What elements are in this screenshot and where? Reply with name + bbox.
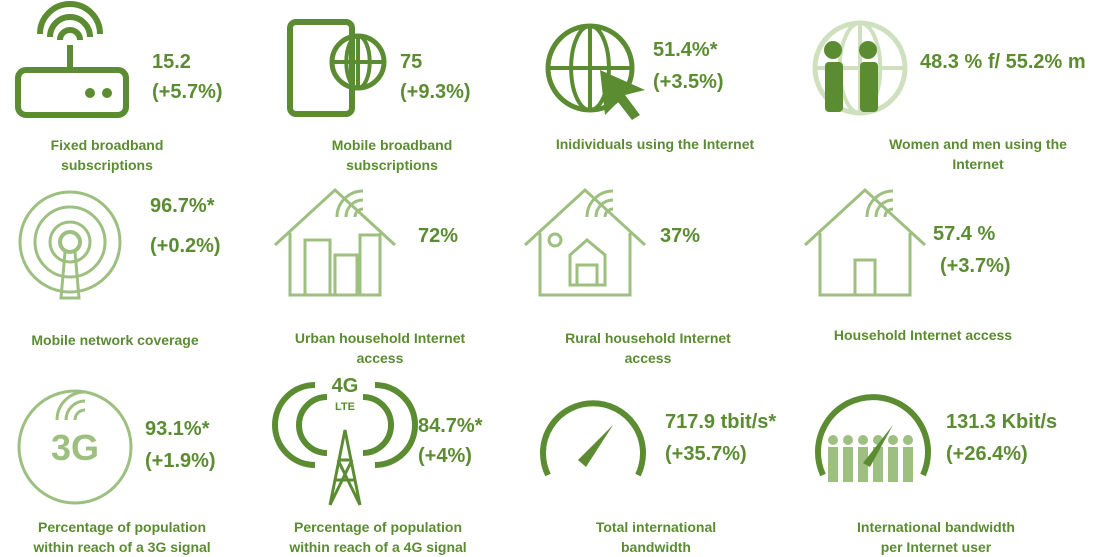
icon [805,190,925,295]
crowd-head [858,435,868,445]
value: 131.3 Kbit/s [946,411,1057,433]
change: (+3.5%) [653,71,724,93]
crowd-head [903,435,913,445]
label: within reach of a 4G signal [288,539,466,555]
person-body [860,62,878,112]
icon: 3G [19,391,131,503]
icon [18,4,126,115]
crowd-head [828,435,838,445]
icon [290,22,384,114]
wave [375,385,415,465]
label: Inidividuals using the Internet [556,136,755,152]
label: bandwidth [621,539,691,555]
change: (+26.4%) [946,443,1028,465]
label: access [625,350,672,366]
value: 72% [418,225,458,247]
change: (+35.7%) [665,443,747,465]
barn [570,240,605,285]
person-head [859,41,877,59]
change: (+3.7%) [940,255,1011,277]
wave [299,397,327,453]
label: International bandwidth [857,519,1015,535]
icon [525,190,645,295]
value: 51.4%* [653,39,718,61]
label: Total international [596,519,716,535]
crowd-body [843,447,853,482]
label: Internet [952,156,1004,172]
crowd-body [903,447,913,482]
crowd-head [843,435,853,445]
wifi [60,30,80,40]
value: 717.9 tbit/s* [665,411,776,433]
person-body [825,62,843,112]
value: 93.1%* [145,418,210,440]
cursor [600,70,645,120]
ring [35,207,105,277]
crowd-body [828,447,838,482]
crowd-head [888,435,898,445]
label: Rural household Internet [565,330,731,346]
wave [275,385,315,465]
label: per Internet user [881,539,992,555]
icon [275,190,395,295]
icon [815,23,905,113]
crowd-body [888,447,898,482]
sun [549,234,561,246]
icon [20,192,120,298]
bldg [335,255,357,295]
icon-text: 4G [332,375,359,397]
mast-top [60,232,80,252]
value: 75 [400,51,422,73]
value: 84.7%* [418,415,483,437]
led [85,88,95,98]
label: Mobile network coverage [31,332,198,348]
infographic: 15.2 (+5.7%) Fixed broadband subscriptions 7… [0,0,1113,557]
bldg [305,240,330,295]
icon [543,403,643,475]
value: 48.3 % f/ 55.2% m [920,51,1086,73]
label: access [357,350,404,366]
wave [363,397,391,453]
value: 15.2 [152,51,191,73]
icon-text: 3G [51,427,99,468]
tower [330,430,360,505]
change: (+9.3%) [400,81,471,103]
change: (+1.9%) [145,450,216,472]
icon [818,397,928,482]
change: (+4%) [418,445,472,467]
door [855,260,875,295]
label: Percentage of population [38,519,206,535]
change: (+5.7%) [152,81,223,103]
value: 96.7%* [150,195,215,217]
label: within reach of a 3G signal [32,539,210,555]
label: Mobile broadband [332,137,453,153]
person-head [824,41,842,59]
phone [290,22,352,114]
label: Urban household Internet [295,330,466,346]
value: 37% [660,225,700,247]
change: (+0.2%) [150,235,221,257]
value: 57.4 % [933,223,995,245]
led [102,88,112,98]
label: Household Internet access [834,327,1012,343]
label: subscriptions [346,157,438,173]
icon: 4G LTE [275,375,415,505]
icon [548,26,645,120]
label: Percentage of population [294,519,462,535]
label: Women and men using the [889,136,1067,152]
signal-arc [75,410,85,420]
gauge [543,403,643,475]
icon-text: LTE [335,401,355,413]
label: Fixed broadband [51,137,164,153]
house [805,190,925,295]
bldg [360,235,380,295]
ring [50,222,90,262]
needle [578,425,613,467]
label: subscriptions [61,157,153,173]
